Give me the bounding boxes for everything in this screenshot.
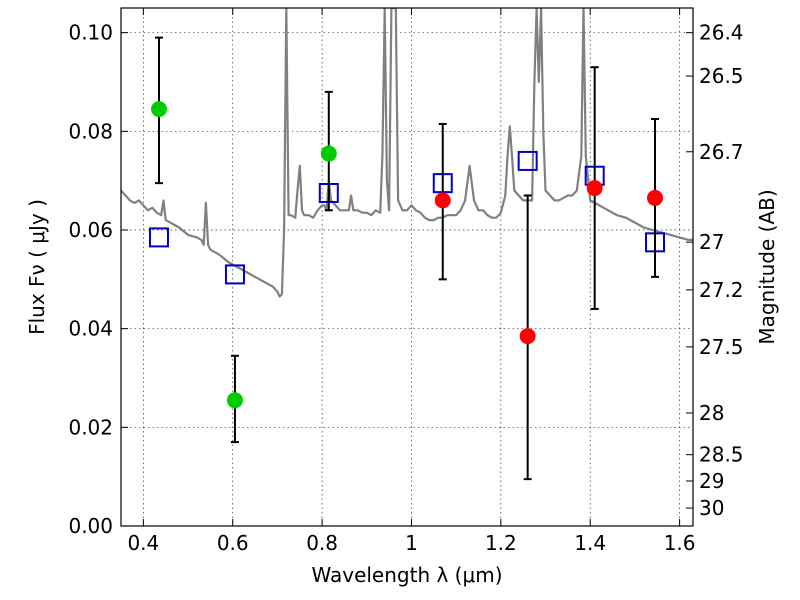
model-square-marker [224, 264, 245, 285]
y2-tick-label: 26.5 [699, 64, 744, 88]
x-tick-label: 1.2 [485, 531, 517, 555]
green-data-point [320, 145, 337, 162]
y-tick-label: 0.02 [68, 415, 113, 439]
y-axis-ticks: 0.00 0.02 0.04 0.06 0.08 0.10 [68, 21, 128, 538]
x-axis-title: Wavelength λ (μm) [311, 563, 502, 587]
y2-tick-label: 29 [699, 469, 724, 493]
grid-lines [121, 8, 693, 526]
red-data-point [647, 189, 664, 206]
y-tick-label: 0.10 [68, 21, 113, 45]
x-tick-label: 0.4 [127, 531, 159, 555]
red-data-point [434, 192, 451, 209]
y2-tick-label: 27 [699, 230, 724, 254]
x-tick-label: 1 [405, 531, 418, 555]
y2-tick-label: 26.7 [699, 140, 744, 164]
x-axis-ticks: 0.4 0.6 0.8 1 1.2 1.4 1.6 [127, 8, 696, 555]
x-tick-label: 1.4 [574, 531, 606, 555]
model-square-marker [148, 227, 169, 248]
y2-axis-title: Magnitude (AB) [755, 189, 779, 344]
photometry-markers [148, 36, 666, 481]
y2-tick-label: 30 [699, 496, 724, 520]
y-axis-title: Flux Fν ( μJy ) [25, 199, 49, 335]
y-tick-label: 0.00 [68, 514, 113, 538]
y-tick-label: 0.06 [68, 218, 113, 242]
y2-tick-label: 28 [699, 401, 724, 425]
y2-axis-ticks: 26.4 26.5 26.7 27 27.2 27.5 28 28.529 30 [686, 21, 744, 520]
green-data-point [226, 392, 243, 409]
y2-tick-label: 27.5 [699, 335, 744, 359]
model-square-marker [517, 150, 538, 171]
x-tick-label: 0.8 [306, 531, 338, 555]
spectrum-line [121, 8, 693, 298]
y-tick-label: 0.04 [68, 317, 113, 341]
y-tick-label: 0.08 [68, 119, 113, 143]
green-data-point [150, 101, 167, 118]
red-data-point [586, 180, 603, 197]
y2-tick-label: 27.2 [699, 278, 744, 302]
spectrum-series [121, 8, 693, 298]
y2-tick-label: 26.4 [699, 21, 744, 45]
y2-tick-label: 28.5 [699, 443, 744, 467]
x-tick-label: 0.6 [217, 531, 249, 555]
red-data-point [519, 328, 536, 345]
plot-frame [120, 7, 694, 527]
x-tick-label: 1.6 [664, 531, 696, 555]
